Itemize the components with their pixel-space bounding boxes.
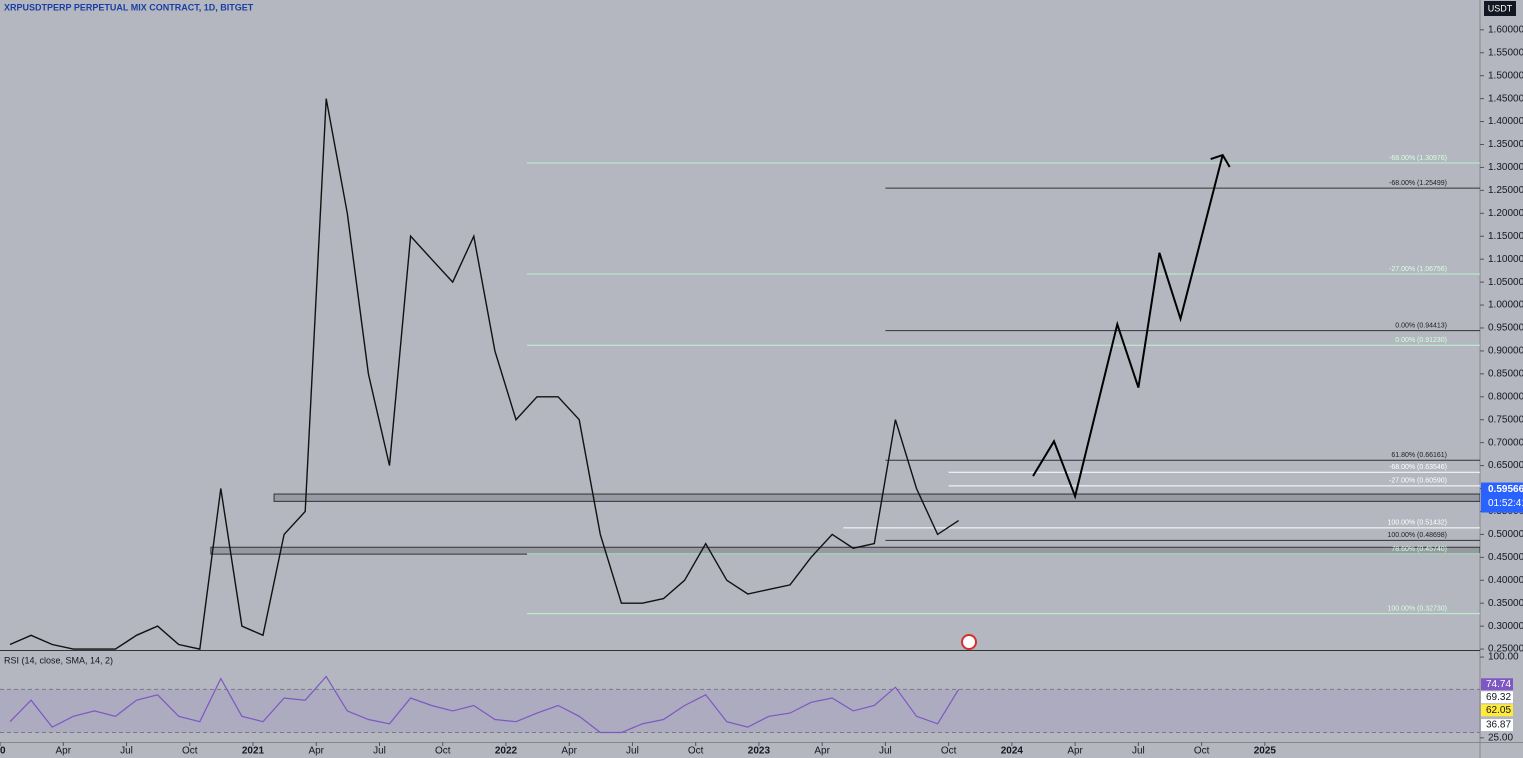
currency-badge — [1484, 1, 1516, 16]
zone — [273, 493, 1480, 502]
x-tick-label: Apr — [1067, 746, 1083, 757]
y-tick-label: 0.40000 — [1488, 575, 1523, 586]
y-tick-label: 1.10000 — [1488, 254, 1523, 265]
x-tick-label: Apr — [814, 746, 830, 757]
y-tick-label: 0.80000 — [1488, 391, 1523, 402]
rsi-value-badge — [1481, 691, 1513, 704]
rsi-pane — [0, 675, 1480, 734]
fib-label: -68.00% (1.30976) — [1389, 155, 1447, 162]
y-tick-label: 0.25000 — [1488, 644, 1523, 655]
x-tick-label: Jul — [373, 746, 386, 757]
x-tick-label: Jul — [120, 746, 133, 757]
price-line — [9, 98, 959, 650]
y-tick-label: 1.05000 — [1488, 277, 1523, 288]
fib-label: 100.00% (0.48698) — [1387, 532, 1447, 539]
x-tick-label: 2025 — [1254, 746, 1277, 757]
x-tick-label: Jul — [879, 746, 892, 757]
y-tick-label: 0.90000 — [1488, 346, 1523, 357]
event-flag[interactable] — [961, 634, 977, 650]
y-tick-label: 1.40000 — [1488, 116, 1523, 127]
fib-label: 0.00% (0.91230) — [1395, 337, 1447, 344]
y-tick-label: 1.00000 — [1488, 300, 1523, 311]
x-tick-label: Jul — [1132, 746, 1145, 757]
price-pane: -68.00% (1.30976) -68.00% (1.25499) -27.00… — [9, 98, 1480, 650]
fib-label: -27.00% (0.60590) — [1389, 478, 1447, 485]
fib-label: -27.00% (1.06756) — [1389, 266, 1447, 273]
x-tick-label: Apr — [55, 746, 71, 757]
rsi-tick-label: 100.00 — [1488, 652, 1519, 663]
x-tick-label: Jul — [626, 746, 639, 757]
rsi-line — [9, 675, 960, 734]
zone — [210, 546, 1480, 555]
x-tick-label: 2024 — [1001, 746, 1024, 757]
y-tick-label: 0.75000 — [1488, 414, 1523, 425]
y-tick-label: 1.30000 — [1488, 162, 1523, 173]
x-tick-label: Oct — [688, 746, 704, 757]
y-tick-label: 0.50000 — [1488, 529, 1523, 540]
chart-title: XRPUSDTPERP PERPETUAL MIX CONTRACT, 1D, … — [4, 2, 254, 12]
rsi-tick-label: 25.00 — [1488, 732, 1513, 743]
fib-label: 100.00% (0.51432) — [1387, 520, 1447, 527]
x-tick-label: 2023 — [748, 746, 771, 757]
fib-label: 100.00% (0.32730) — [1387, 605, 1447, 612]
rsi-band — [0, 689, 1480, 733]
y-tick-label: 1.45000 — [1488, 93, 1523, 104]
countdown: 01:52:41 — [1488, 498, 1523, 509]
x-tick-label: Apr — [308, 746, 324, 757]
y-tick-label: 1.55000 — [1488, 47, 1523, 58]
y-tick-label: 1.15000 — [1488, 231, 1523, 242]
fib-label: 78.60% (0.45740) — [1391, 546, 1447, 553]
fib-label: -68.00% (0.63546) — [1389, 464, 1447, 471]
rsi-value-label: 69.32 — [1486, 692, 1511, 703]
rsi-title: RSI (14, close, SMA, 14, 2) — [4, 655, 113, 665]
rsi-value-badge — [1481, 704, 1513, 717]
x-tick-label: Oct — [435, 746, 451, 757]
x-tick-label: Oct — [182, 746, 198, 757]
y-tick-label: 0.65000 — [1488, 460, 1523, 471]
y-tick-label: 0.85000 — [1488, 368, 1523, 379]
y-tick-label: 1.60000 — [1488, 24, 1523, 35]
fib-label: -68.00% (1.25499) — [1389, 180, 1447, 187]
last-price-badge — [1481, 482, 1523, 513]
y-tick-label: 0.45000 — [1488, 552, 1523, 563]
rsi-value-label: 74.74 — [1486, 679, 1511, 690]
currency-label: USDT — [1488, 3, 1513, 13]
y-tick-label: 1.20000 — [1488, 208, 1523, 219]
x-tick-label: 2021 — [242, 746, 265, 757]
y-tick-label: 0.70000 — [1488, 437, 1523, 448]
last-price: 0.59566 — [1488, 484, 1523, 495]
y-tick-label: 0.95000 — [1488, 323, 1523, 334]
arrow-head — [1210, 153, 1231, 168]
y-tick-label: 1.25000 — [1488, 185, 1523, 196]
x-tick-label: Oct — [1194, 746, 1210, 757]
y-tick-label: 1.35000 — [1488, 139, 1523, 150]
x-tick-label: 20 — [0, 746, 6, 757]
x-tick-label: 2022 — [495, 746, 518, 757]
fib-label: 0.00% (0.94413) — [1395, 323, 1447, 330]
y-tick-label: 1.50000 — [1488, 70, 1523, 81]
y-tick-label: 0.30000 — [1488, 621, 1523, 632]
rsi-value-badge — [1481, 719, 1513, 732]
x-tick-label: Oct — [941, 746, 957, 757]
x-tick-label: Apr — [561, 746, 577, 757]
rsi-value-badge — [1481, 678, 1513, 691]
rsi-value-label: 62.05 — [1486, 705, 1511, 716]
fib-label: 61.80% (0.66161) — [1391, 452, 1447, 459]
rsi-value-label: 36.87 — [1486, 720, 1511, 731]
projection-path — [1032, 154, 1224, 500]
y-tick-label: 0.35000 — [1488, 598, 1523, 609]
